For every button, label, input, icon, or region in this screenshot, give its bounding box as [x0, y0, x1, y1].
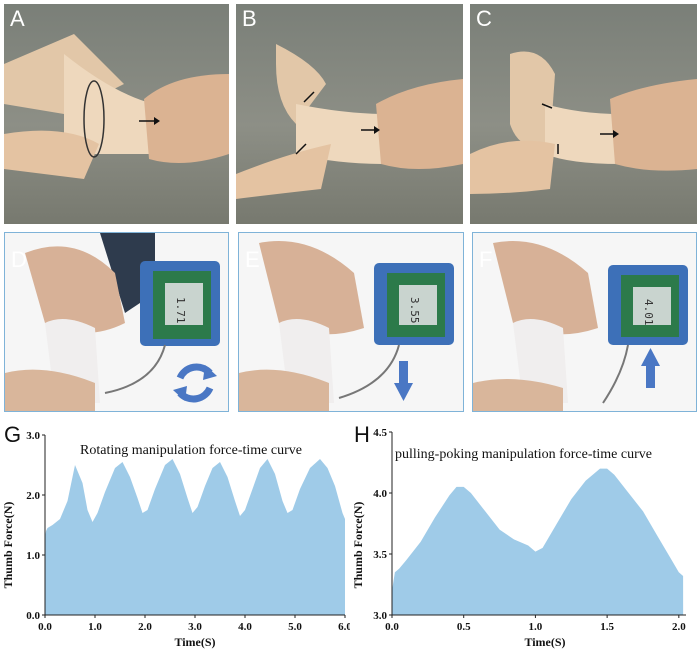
x-tick-label: 1.0: [88, 621, 102, 633]
photo-panel-c: C: [470, 4, 697, 224]
chart-h-xlabel: Time(S): [524, 635, 565, 649]
panel-label-b: B: [242, 6, 257, 31]
photo-panel-e: 3.55 E: [238, 232, 464, 412]
y-tick-label: 4.0: [373, 488, 387, 500]
x-tick-label: 2.0: [672, 621, 686, 633]
chart-h-area: [392, 468, 684, 615]
y-tick-label: 0.0: [26, 610, 40, 622]
photo-panel-d: 1.71 D: [4, 232, 229, 412]
y-tick-label: 3.5: [373, 549, 387, 561]
photo-panel-f: 4.01 F: [472, 232, 697, 412]
y-tick-label: 1.0: [26, 550, 40, 562]
panel-label-h: H: [354, 422, 370, 447]
device-reading-d: 1.71: [174, 297, 187, 324]
chart-h-ylabel: Thumb Force(N): [351, 502, 365, 589]
photo-panel-a: A: [4, 4, 229, 224]
photo-e-illustration: 3.55: [239, 241, 454, 411]
chart-g-ylabel: Thumb Force(N): [1, 502, 15, 589]
y-tick-label: 3.0: [26, 430, 40, 442]
photo-f-illustration: 4.01: [473, 241, 688, 411]
device-reading-e: 3.55: [408, 297, 421, 324]
chart-h-title: pulling-poking manipulation force-time c…: [395, 447, 652, 462]
panel-label-a: A: [10, 6, 25, 31]
panel-label-d: D: [11, 247, 27, 272]
chart-g-title: Rotating manipulation force-time curve: [80, 443, 302, 458]
y-tick-label: 4.5: [373, 427, 387, 439]
x-tick-label: 2.0: [138, 621, 152, 633]
photo-b-illustration: [236, 44, 463, 199]
photo-panel-b: B: [236, 4, 463, 224]
panel-label-c: C: [476, 6, 492, 31]
x-tick-label: 4.0: [238, 621, 252, 633]
photo-d-illustration: 1.71: [5, 233, 220, 411]
panel-label-e: E: [245, 247, 260, 272]
chart-pulling: H pulling-poking manipulation force-time…: [351, 422, 686, 649]
x-tick-label: 0.0: [385, 621, 399, 633]
x-tick-label: 6.0: [338, 621, 350, 633]
chart-g-area: [45, 459, 345, 615]
y-tick-label: 2.0: [26, 490, 40, 502]
x-tick-label: 1.5: [600, 621, 614, 633]
panel-label-g: G: [4, 422, 21, 447]
device-reading-f: 4.01: [642, 299, 655, 326]
x-tick-label: 0.0: [38, 621, 52, 633]
panel-label-f: F: [479, 247, 493, 272]
chart-g-xlabel: Time(S): [174, 635, 215, 649]
chart-rotating: G Rotating manipulation force-time curve…: [1, 422, 350, 649]
photo-c-illustration: [470, 51, 697, 194]
x-tick-label: 3.0: [188, 621, 202, 633]
x-tick-label: 0.5: [457, 621, 471, 633]
x-tick-label: 1.0: [529, 621, 543, 633]
photo-a-illustration: [4, 34, 229, 179]
y-tick-label: 3.0: [373, 610, 387, 622]
x-tick-label: 5.0: [288, 621, 302, 633]
